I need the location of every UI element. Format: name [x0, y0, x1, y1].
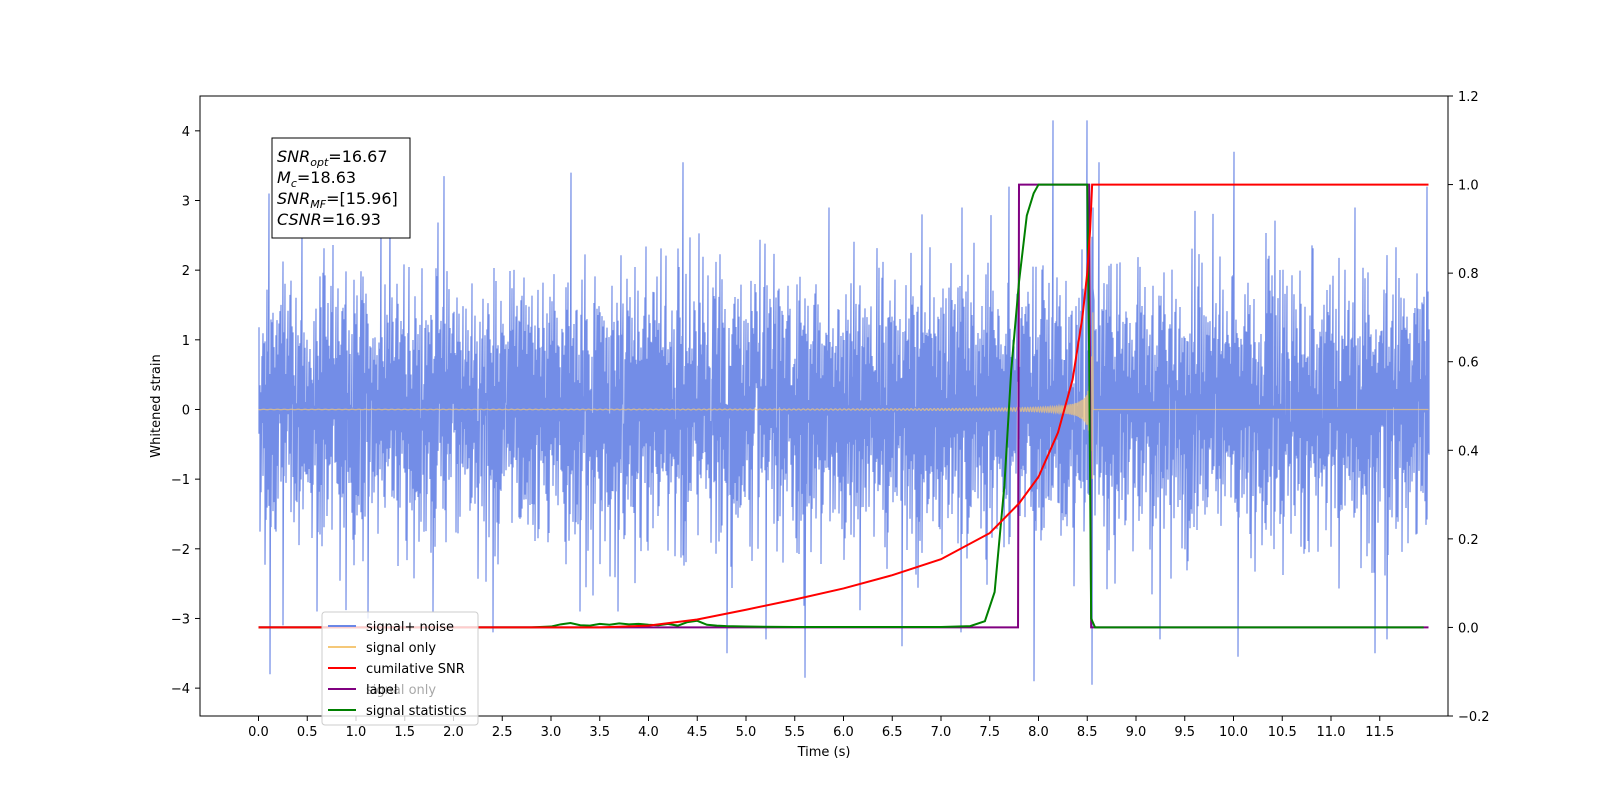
- y2-tick-label: 0.8: [1458, 267, 1479, 282]
- y-axis-left: 4 3 2 1 0 −1 −2 −3 −4: [171, 125, 200, 697]
- y-tick-label: −4: [171, 682, 190, 697]
- x-tick-label: 5.5: [784, 725, 805, 740]
- y-tick-label: −1: [171, 473, 190, 488]
- legend-entry: signal+ noise: [366, 620, 454, 635]
- metrics-annotation-box: SNRopt=16.67Mc=18.63SNRMF=[15.96]CSNR=16…: [271, 137, 411, 239]
- x-tick-label: 2.5: [492, 725, 513, 740]
- y2-tick-label: −0.2: [1458, 710, 1490, 725]
- x-tick-label: 4.0: [638, 725, 659, 740]
- series-signal-only: [258, 312, 1429, 479]
- series-signal-statistics: [258, 183, 1424, 629]
- y-tick-label: 4: [182, 125, 190, 140]
- x-tick-label: 0.5: [297, 725, 318, 740]
- series-signal-plus-noise: [258, 120, 1430, 685]
- y-tick-label: −3: [171, 612, 190, 627]
- annotation-line: CSNR=16.93: [277, 210, 381, 229]
- y-tick-label: 3: [182, 194, 190, 209]
- x-tick-label: 4.5: [687, 725, 708, 740]
- x-tick-label: 11.0: [1317, 725, 1346, 740]
- y-tick-label: 2: [182, 264, 190, 279]
- series-cumulative-snr: [258, 183, 1429, 629]
- y2-tick-label: 0.4: [1458, 444, 1479, 459]
- x-tick-label: 0.0: [248, 725, 269, 740]
- annotation-line: SNRopt=16.67: [277, 147, 388, 169]
- annotation-frame: [271, 137, 411, 239]
- x-tick-label: 1.0: [346, 725, 367, 740]
- x-tick-label: 10.0: [1219, 725, 1248, 740]
- y2-tick-label: 0.0: [1458, 621, 1479, 636]
- x-tick-label: 10.5: [1268, 725, 1297, 740]
- x-tick-label: 1.5: [394, 725, 415, 740]
- x-tick-label: 3.0: [541, 725, 562, 740]
- legend-entry: cumilative SNR: [366, 662, 465, 677]
- y-axis-right: 1.2 1.0 0.8 0.6 0.4 0.2 0.0 −0.2: [1448, 90, 1490, 725]
- x-axis: 0.0 0.5 1.0 1.5 2.0 2.5 3.0 3.5 4.0 4.5 5.0 5.5 6.0 6…: [248, 716, 1394, 740]
- x-tick-label: 7.0: [931, 725, 952, 740]
- x-tick-label: 8.0: [1028, 725, 1049, 740]
- annotation-line: Mc=18.63: [277, 168, 356, 190]
- y2-tick-label: 0.2: [1458, 533, 1479, 548]
- legend-entry: signal only: [366, 641, 436, 656]
- x-tick-label: 6.0: [833, 725, 854, 740]
- series-layer: [258, 120, 1430, 685]
- y-tick-label: 1: [182, 334, 190, 349]
- y2-tick-label: 1.2: [1458, 90, 1479, 105]
- legend: signal+ noise signal only cumilative SNR la…: [321, 611, 479, 726]
- legend-frame: [321, 611, 479, 726]
- x-tick-label: 6.5: [882, 725, 903, 740]
- x-tick-label: 7.5: [979, 725, 1000, 740]
- y2-tick-label: 1.0: [1458, 179, 1479, 194]
- x-tick-label: 11.5: [1365, 725, 1394, 740]
- x-tick-label: 5.0: [736, 725, 757, 740]
- y-tick-label: 0: [182, 403, 190, 418]
- series-label: [258, 183, 1429, 629]
- x-tick-label: 2.0: [443, 725, 464, 740]
- legend-entry: signal statistics: [366, 704, 467, 719]
- y-axis-label: Whitened strain: [149, 354, 164, 457]
- x-tick-label: 3.5: [589, 725, 610, 740]
- x-tick-label: 9.5: [1174, 725, 1195, 740]
- annotation-line: SNRMF=[15.96]: [277, 189, 398, 211]
- x-tick-label: 8.5: [1077, 725, 1098, 740]
- legend-ghost-text: signal only: [366, 683, 436, 698]
- y2-tick-label: 0.6: [1458, 356, 1479, 371]
- x-tick-label: 9.0: [1126, 725, 1147, 740]
- plot-frame: [199, 95, 1449, 717]
- y-tick-label: −2: [171, 543, 190, 558]
- x-axis-label: Time (s): [797, 745, 851, 760]
- legend-entry: label: [366, 683, 397, 698]
